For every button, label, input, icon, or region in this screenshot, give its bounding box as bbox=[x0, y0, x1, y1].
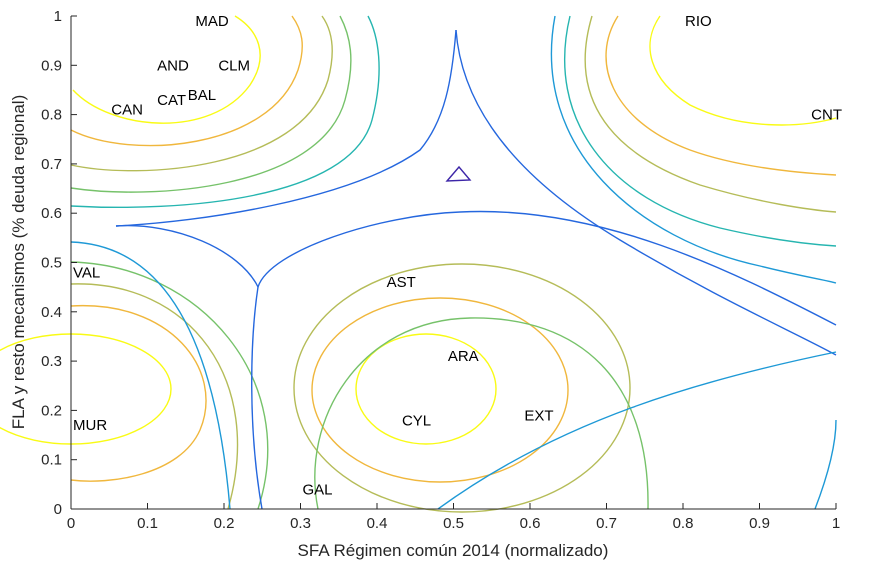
contour-sep-4 bbox=[115, 29, 457, 227]
contour-center-3 bbox=[293, 263, 631, 513]
region-label-val: VAL bbox=[73, 264, 100, 281]
x-tick-label: 0 bbox=[67, 515, 75, 532]
region-label-mur: MUR bbox=[73, 417, 107, 434]
contour-ur-3 bbox=[584, 15, 837, 213]
contour-sep-7 bbox=[814, 419, 837, 510]
x-tick-label: 0.2 bbox=[214, 515, 235, 532]
contour-ll-3 bbox=[70, 283, 239, 510]
contour-sep-5 bbox=[455, 29, 837, 356]
contour-sep-1 bbox=[70, 241, 231, 510]
x-tick-label: 0.7 bbox=[596, 515, 617, 532]
contour-peak bbox=[445, 165, 472, 182]
region-label-ast: AST bbox=[387, 274, 416, 291]
y-tick-label: 0.8 bbox=[41, 107, 62, 124]
contour-ul-3 bbox=[70, 15, 333, 172]
y-tick-label: 1 bbox=[54, 8, 62, 25]
x-tick-label: 0.8 bbox=[673, 515, 694, 532]
contour-ul-1 bbox=[72, 15, 261, 124]
x-axis-title: SFA Régimen común 2014 (normalizado) bbox=[298, 541, 609, 560]
y-tick-label: 0.4 bbox=[41, 304, 62, 321]
contour-center-1 bbox=[355, 333, 497, 445]
contour-ur-1 bbox=[649, 15, 837, 126]
contour-ur-2 bbox=[605, 15, 837, 176]
contour-ur-5 bbox=[550, 15, 837, 284]
region-label-mad: MAD bbox=[195, 13, 229, 30]
x-tick-label: 0.6 bbox=[520, 515, 541, 532]
x-ticks: 0 0.1 0.2 0.3 0.4 0.5 0.6 0.7 0.8 0.9 1 bbox=[67, 503, 840, 532]
region-label-cyl: CYL bbox=[402, 412, 431, 429]
region-label-cnt: CNT bbox=[811, 107, 842, 124]
y-tick-label: 0.7 bbox=[41, 156, 62, 173]
x-tick-label: 0.9 bbox=[749, 515, 770, 532]
x-tick-label: 0.5 bbox=[443, 515, 464, 532]
contour-ll-2 bbox=[70, 305, 207, 482]
y-tick-label: 0.2 bbox=[41, 402, 62, 419]
x-tick-label: 0.3 bbox=[290, 515, 311, 532]
y-tick-label: 0.1 bbox=[41, 452, 62, 469]
y-axis-title: FLA y resto mecanismos (% deuda regional… bbox=[9, 95, 28, 430]
region-label-ara: ARA bbox=[448, 348, 479, 365]
region-label-can: CAN bbox=[111, 102, 143, 119]
region-label-and: AND bbox=[157, 57, 189, 74]
region-label-ext: EXT bbox=[524, 407, 553, 424]
plot-axes bbox=[70, 16, 836, 510]
contour-ul-2 bbox=[70, 15, 303, 147]
x-tick-label: 1 bbox=[832, 515, 840, 532]
y-tick-label: 0.3 bbox=[41, 353, 62, 370]
contour-ll-4 bbox=[70, 261, 269, 510]
contour-ul-5 bbox=[70, 15, 380, 209]
x-tick-label: 0.1 bbox=[137, 515, 158, 532]
y-tick-label: 0.5 bbox=[41, 255, 62, 272]
region-label-bal: BAL bbox=[188, 87, 216, 104]
contour-ul-4 bbox=[70, 15, 352, 193]
region-label-rio: RIO bbox=[685, 13, 712, 30]
y-ticks: 0 0.1 0.2 0.3 0.4 0.5 0.6 0.7 0.8 0.9 1 bbox=[41, 8, 77, 518]
contour-center-2 bbox=[311, 297, 569, 483]
contour-sep-6 bbox=[437, 351, 837, 510]
contour-sep-2 bbox=[115, 210, 837, 326]
y-tick-label: 0.6 bbox=[41, 205, 62, 222]
region-label-cat: CAT bbox=[157, 92, 186, 109]
contour-ur-4 bbox=[564, 15, 837, 247]
region-label-gal: GAL bbox=[303, 481, 333, 498]
y-tick-label: 0 bbox=[54, 501, 62, 518]
region-label-clm: CLM bbox=[218, 57, 250, 74]
x-tick-label: 0.4 bbox=[367, 515, 388, 532]
contour-sep-3 bbox=[251, 286, 263, 510]
y-tick-label: 0.9 bbox=[41, 57, 62, 74]
contour-lines bbox=[0, 15, 837, 513]
